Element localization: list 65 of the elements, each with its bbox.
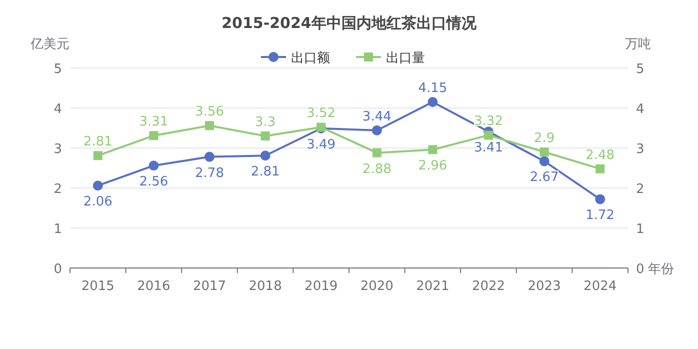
y-tick-label: 5 <box>54 62 62 77</box>
y2-tick-label: 2 <box>636 182 644 197</box>
data-label: 2.96 <box>418 158 448 174</box>
x-tick-label: 2023 <box>528 279 561 294</box>
y-tick-label: 2 <box>54 182 62 197</box>
data-label: 2.67 <box>530 170 559 186</box>
point <box>205 121 214 130</box>
x-tick-label: 2015 <box>81 279 114 294</box>
x-axis-title: 年份 <box>648 262 674 277</box>
point <box>148 160 159 171</box>
data-label: 2.81 <box>83 134 112 150</box>
chart-title: 2015-2024年中国内地红茶出口情况 <box>222 14 478 32</box>
point <box>428 97 438 107</box>
x-tick-label: 2016 <box>137 279 170 294</box>
x-tick-label: 2019 <box>304 279 338 294</box>
legend-label: 出口量 <box>386 51 425 66</box>
point <box>372 125 382 136</box>
point <box>539 156 550 166</box>
point <box>372 148 382 158</box>
y-tick-label: 0 <box>54 262 62 277</box>
data-label: 3.31 <box>139 114 168 130</box>
y2-tick-label: 1 <box>636 222 644 237</box>
x-tick-label: 2018 <box>248 279 282 294</box>
data-label: 3.49 <box>306 137 336 152</box>
y2-axis-title: 万吨 <box>625 37 651 52</box>
data-label: 3.3 <box>254 115 276 130</box>
point <box>428 145 438 154</box>
point <box>484 130 493 140</box>
point <box>204 152 214 162</box>
data-label: 4.15 <box>418 81 448 96</box>
data-label: 1.72 <box>586 208 615 224</box>
point <box>260 132 270 140</box>
y-tick-label: 4 <box>54 102 62 117</box>
data-label: 3.44 <box>362 109 392 124</box>
point <box>93 151 102 160</box>
point <box>260 150 270 161</box>
point <box>596 164 605 174</box>
data-label: 2.9 <box>534 131 555 146</box>
x-tick-label: 2020 <box>360 279 394 294</box>
data-label: 2.81 <box>250 164 280 180</box>
y2-tick-label: 4 <box>636 102 644 117</box>
y2-tick-label: 3 <box>636 142 644 157</box>
y2-tick-label: 5 <box>636 62 644 77</box>
data-label: 3.52 <box>306 106 336 122</box>
point <box>149 131 158 140</box>
legend-label: 出口额 <box>291 51 330 66</box>
point <box>595 194 606 204</box>
data-label: 3.32 <box>474 114 503 130</box>
data-label: 3.41 <box>474 140 503 156</box>
data-label: 2.06 <box>83 194 112 210</box>
data-label: 3.56 <box>195 104 224 120</box>
y-tick-label: 3 <box>54 142 62 157</box>
x-tick-label: 2017 <box>192 279 226 294</box>
x-tick-label: 2022 <box>472 279 506 294</box>
x-tick-label: 2024 <box>584 279 617 294</box>
point <box>540 148 549 156</box>
y-tick-label: 1 <box>54 222 62 237</box>
data-label: 2.48 <box>586 148 615 163</box>
x-tick-label: 2021 <box>416 279 450 294</box>
data-label: 2.56 <box>139 174 168 190</box>
data-label: 2.88 <box>362 162 392 177</box>
data-label: 2.78 <box>195 166 224 181</box>
y-axis-title: 亿美元 <box>30 36 70 52</box>
point <box>92 180 103 191</box>
y2-tick-label: 0 <box>636 262 644 277</box>
